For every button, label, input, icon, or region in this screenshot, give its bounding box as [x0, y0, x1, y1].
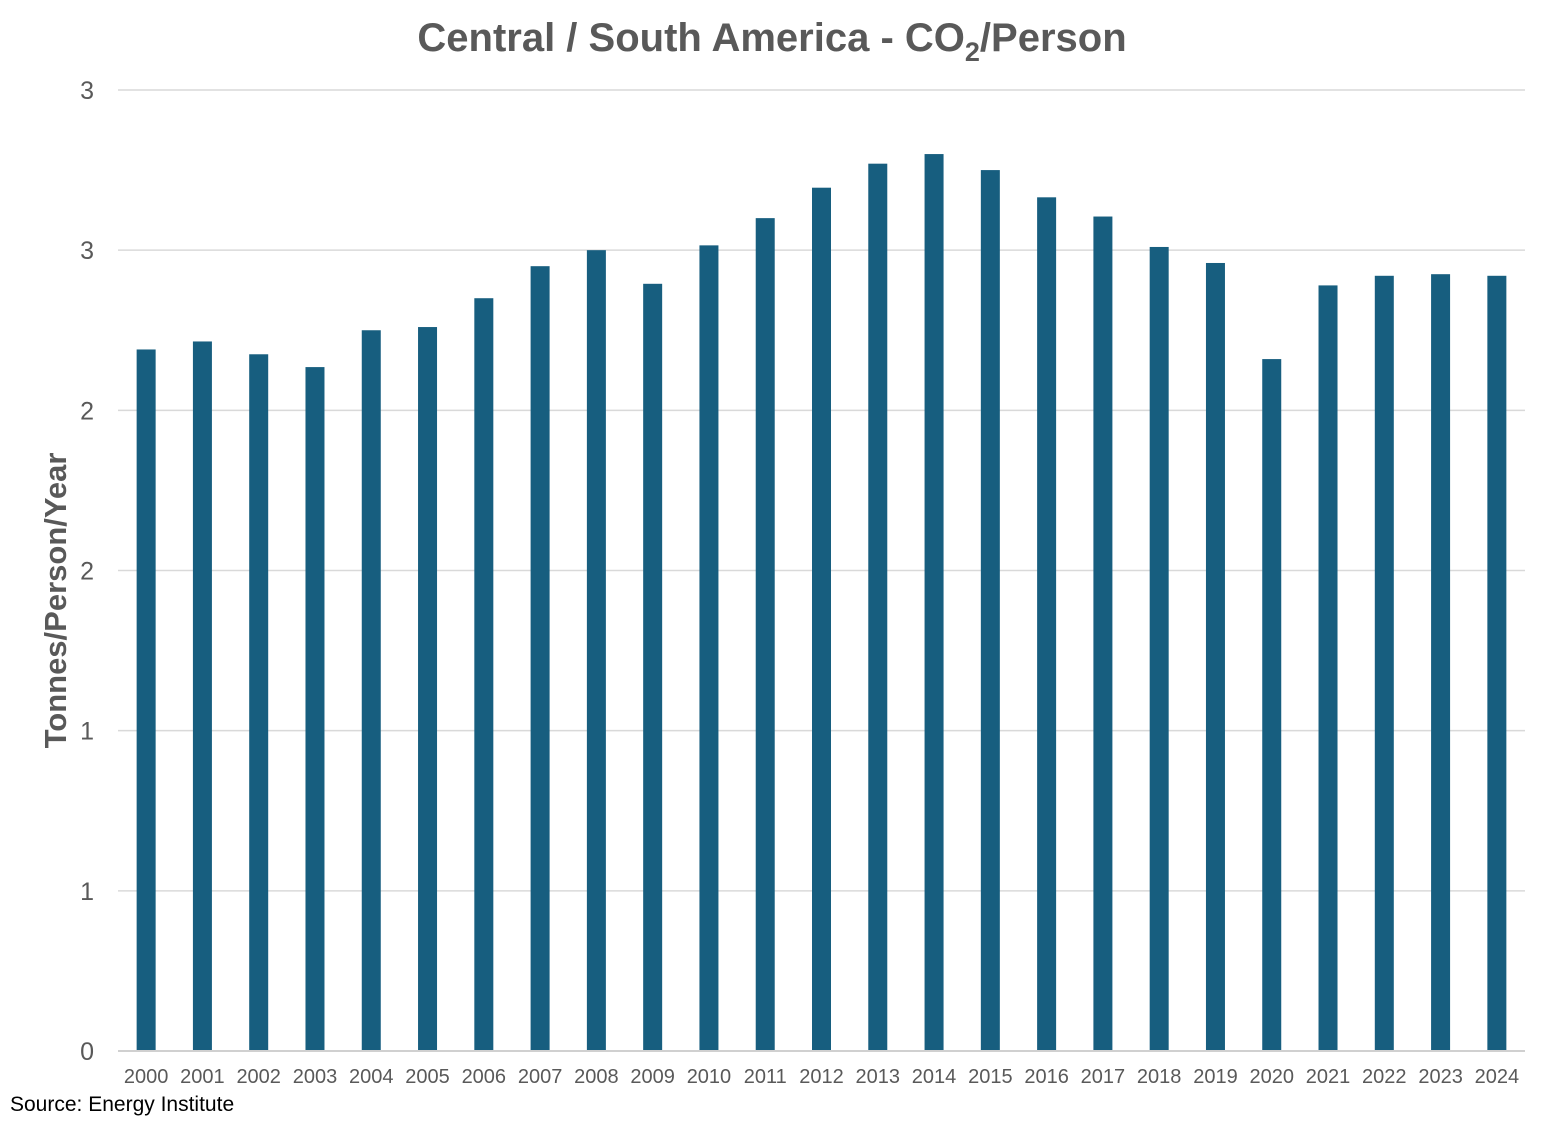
bar-2005 [418, 327, 438, 1052]
bar-2014 [924, 154, 944, 1052]
x-tick-label: 2018 [1137, 1066, 1182, 1088]
chart-title-suffix: /Person [980, 16, 1127, 60]
bar-2006 [474, 298, 494, 1051]
y-tick-label: 2 [80, 397, 94, 425]
y-tick-label: 1 [80, 878, 94, 906]
bar-2017 [1093, 216, 1113, 1051]
y-tick-label: 2 [80, 558, 94, 586]
bar-2011 [755, 218, 775, 1052]
bar-2010 [699, 245, 719, 1051]
y-tick-label: 3 [80, 237, 94, 265]
bar-2020 [1262, 359, 1282, 1052]
x-tick-label: 2000 [124, 1066, 169, 1088]
x-tick-label: 2017 [1081, 1066, 1126, 1088]
x-tick-label: 2010 [687, 1066, 732, 1088]
bar-2002 [249, 354, 269, 1051]
bar-2021 [1318, 285, 1338, 1051]
source-note: Source: Energy Institute [10, 1093, 235, 1116]
x-axis-ticks: 2000 2001 2002 2003 2004 2005 2006 2007 2008 2009… [124, 1066, 1519, 1088]
x-tick-label: 2003 [293, 1066, 338, 1088]
bar-2007 [530, 266, 550, 1051]
bar-2012 [812, 187, 831, 1051]
x-tick-label: 2021 [1306, 1066, 1351, 1088]
x-tick-label: 2007 [518, 1066, 563, 1088]
x-tick-label: 2016 [1024, 1066, 1069, 1088]
x-tick-label: 2001 [180, 1066, 225, 1088]
bar-2016 [1037, 197, 1057, 1052]
x-tick-label: 2020 [1249, 1066, 1294, 1088]
chart-title-main: Central / South America - CO [417, 16, 965, 60]
bar-2003 [305, 367, 325, 1051]
x-tick-label: 2005 [405, 1066, 450, 1088]
x-tick-label: 2024 [1475, 1066, 1520, 1088]
x-tick-label: 2008 [574, 1066, 619, 1088]
bar-2015 [980, 170, 1000, 1052]
bar-2009 [643, 283, 663, 1052]
chart-title: Central / South America - CO2/Person [417, 16, 1126, 67]
bar-2008 [586, 250, 606, 1051]
x-tick-label: 2012 [799, 1066, 844, 1088]
bar-2019 [1205, 262, 1225, 1052]
y-tick-label: 3 [80, 77, 94, 105]
bar-2013 [868, 163, 888, 1052]
bar-2001 [192, 341, 212, 1051]
y-tick-label: 0 [80, 1038, 94, 1066]
x-tick-label: 2019 [1193, 1066, 1238, 1088]
x-tick-label: 2014 [912, 1066, 957, 1088]
x-tick-label: 2015 [968, 1066, 1013, 1088]
y-axis-label: Tonnes/Person/Year [38, 453, 73, 749]
bar-2022 [1374, 275, 1394, 1051]
bars [136, 154, 1507, 1052]
y-tick-label: 1 [80, 718, 94, 746]
x-tick-label: 2006 [462, 1066, 507, 1088]
x-tick-label: 2023 [1418, 1066, 1463, 1088]
x-tick-label: 2002 [236, 1066, 281, 1088]
bar-2024 [1487, 275, 1507, 1051]
x-tick-label: 2022 [1362, 1066, 1407, 1088]
x-tick-label: 2004 [349, 1066, 394, 1088]
x-tick-label: 2011 [744, 1066, 787, 1088]
bar-2000 [136, 349, 156, 1052]
bar-2018 [1149, 246, 1169, 1052]
chart-title-subscript: 2 [965, 37, 980, 67]
bar-2004 [361, 330, 381, 1051]
y-axis-ticks: 0 1 1 2 2 3 3 [80, 77, 94, 1066]
x-tick-label: 2009 [630, 1066, 675, 1088]
x-tick-label: 2013 [856, 1066, 901, 1088]
bar-2023 [1431, 274, 1451, 1052]
